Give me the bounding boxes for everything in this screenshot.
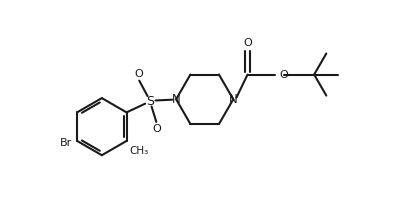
Text: O: O: [243, 37, 252, 48]
Text: Br: Br: [60, 138, 72, 148]
Text: N: N: [229, 93, 238, 106]
Text: O: O: [279, 70, 288, 80]
Text: N: N: [172, 93, 181, 106]
Text: O: O: [134, 69, 143, 79]
Text: O: O: [152, 124, 161, 134]
Text: CH₃: CH₃: [130, 146, 149, 156]
Text: S: S: [146, 95, 154, 108]
